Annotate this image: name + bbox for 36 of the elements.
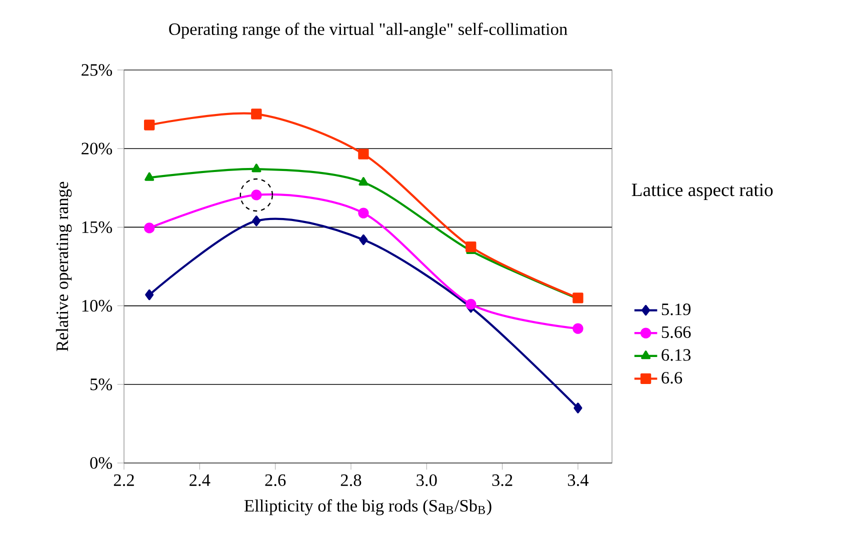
legend-label: 6.13 (662, 349, 691, 361)
y-tick-label: 5% (90, 378, 112, 390)
legend-label: 5.19 (662, 304, 691, 316)
point (251, 108, 262, 120)
point (572, 323, 584, 334)
point (466, 242, 476, 252)
point (466, 298, 476, 310)
y-tick-label: 0% (90, 457, 112, 469)
legend-title: Lattice aspect ratio (632, 184, 773, 200)
point (358, 208, 369, 218)
x-tick-label: 2.8 (340, 474, 362, 486)
x-tick-label: 2.6 (265, 474, 286, 486)
point (252, 164, 262, 172)
point (144, 172, 154, 181)
y-tick-label: 25% (82, 64, 112, 76)
point (144, 222, 155, 234)
point (144, 120, 155, 130)
x-axis-title: Ellipticity of the big rods (Sa$_{B}$/Sb$_{B}$) (244, 499, 492, 516)
y-axis-title: Relative operating range (56, 182, 72, 352)
chart-title: Operating range of the virtual "all-angle" self-collimation (169, 22, 568, 39)
point (359, 234, 368, 246)
legend-label: 6.6 (662, 372, 682, 384)
point (574, 402, 582, 414)
x-tick-label: 3.0 (416, 474, 437, 486)
legend-label: 5.66 (662, 326, 691, 338)
x-tick-label: 2.4 (190, 474, 210, 486)
point (252, 216, 261, 226)
x-tick-label: 3.2 (492, 474, 512, 486)
x-tick-label: 3.4 (568, 474, 589, 486)
point (358, 148, 369, 160)
point (145, 289, 154, 300)
y-tick-label: 10% (82, 300, 112, 312)
y-tick-label: 20% (82, 142, 112, 154)
point (358, 177, 368, 186)
y-tick-label: 15% (82, 221, 112, 234)
x-tick-label: 2.2 (114, 474, 134, 486)
